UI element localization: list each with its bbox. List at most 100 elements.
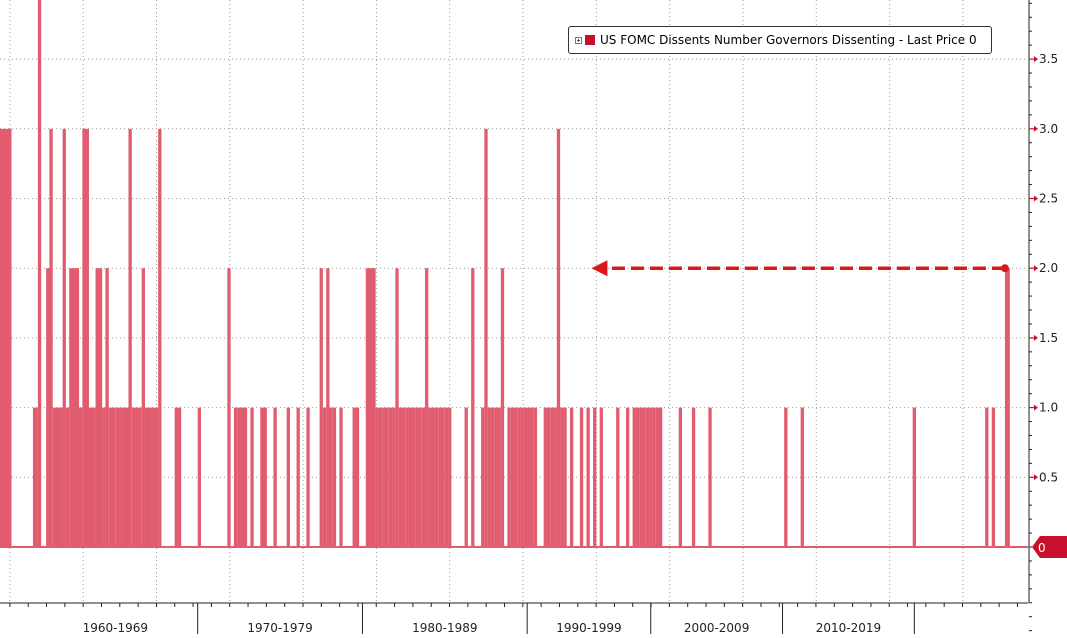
bar [250, 407, 254, 547]
bar [543, 407, 547, 547]
bar [494, 407, 498, 547]
bar [632, 407, 636, 547]
bar [593, 407, 597, 547]
y-tick-arrow [1034, 265, 1038, 272]
bar [635, 407, 640, 547]
bar [75, 407, 83, 547]
bar [484, 128, 488, 548]
annotation-dot [1000, 264, 1009, 273]
bar [52, 407, 63, 547]
last-price-tag [1032, 536, 1067, 558]
bar [616, 407, 620, 547]
bar [131, 407, 142, 547]
bar [658, 407, 663, 547]
bar [260, 407, 267, 547]
bar [464, 407, 468, 547]
bar [375, 407, 383, 547]
bar [174, 407, 182, 547]
bar [382, 407, 386, 547]
bar [438, 407, 445, 547]
bar [550, 407, 554, 547]
bar [649, 407, 653, 547]
bar [115, 407, 122, 547]
bar [82, 128, 89, 548]
bar [428, 407, 435, 547]
bar [62, 128, 66, 548]
bar [784, 407, 788, 547]
bar [37, 0, 42, 547]
bar [398, 407, 402, 547]
y-tick-arrow [1034, 404, 1038, 411]
bar [65, 407, 70, 547]
bar [570, 407, 574, 547]
bar [32, 407, 38, 547]
bar [691, 407, 696, 547]
bar [388, 407, 393, 547]
bar [507, 407, 511, 547]
bar [912, 407, 916, 547]
bar [579, 407, 584, 547]
bar [405, 407, 409, 547]
bar [95, 268, 103, 547]
bar [322, 407, 327, 547]
bar [401, 407, 406, 547]
bar [510, 407, 514, 547]
bar [471, 268, 475, 547]
bar [108, 407, 116, 547]
bar [158, 128, 162, 548]
bar [105, 268, 109, 547]
bar [708, 407, 712, 547]
y-tick-arrow [1034, 474, 1038, 481]
bar [655, 407, 659, 547]
bar [530, 407, 534, 547]
legend[interactable]: US FOMC Dissents Number Governors Dissen… [568, 26, 992, 54]
bar [487, 407, 491, 547]
bar [306, 407, 310, 547]
bar [560, 407, 564, 547]
bar [273, 407, 277, 547]
bar [553, 407, 557, 547]
bar [556, 128, 561, 548]
bar [546, 407, 551, 547]
bar [339, 407, 343, 547]
bar [326, 268, 330, 547]
y-tick-label: 0.5 [1039, 470, 1058, 484]
bar [444, 407, 449, 547]
bar [448, 407, 452, 547]
bar [645, 407, 650, 547]
bar [599, 407, 603, 547]
bar [240, 407, 248, 547]
x-period-label: 2000-2009 [684, 621, 749, 634]
bar [121, 407, 129, 547]
bar [385, 407, 389, 547]
bar [586, 407, 590, 547]
bar [85, 407, 89, 547]
legend-expand-icon[interactable] [575, 36, 582, 44]
x-period-label: 1960-1969 [83, 621, 148, 634]
y-tick-label: 3.0 [1039, 122, 1058, 136]
bar [520, 407, 524, 547]
bar [352, 407, 360, 547]
bar [332, 407, 337, 547]
bar [88, 407, 96, 547]
bar [523, 407, 531, 547]
y-tick-arrow [1034, 56, 1038, 63]
bar [319, 268, 323, 547]
y-tick-label: 2.5 [1039, 192, 1058, 206]
y-tick-arrow [1034, 334, 1038, 341]
bar [395, 268, 399, 547]
bar [800, 407, 804, 547]
bar [418, 407, 422, 547]
bar [490, 407, 495, 547]
x-period-label: 1990-1999 [556, 621, 621, 634]
bar [151, 407, 159, 547]
bar [985, 407, 989, 547]
bar [642, 407, 646, 547]
y-tick-label: 2.0 [1039, 261, 1058, 275]
bar [365, 268, 376, 547]
bar [237, 407, 241, 547]
x-period-label: 1970-1979 [247, 621, 312, 634]
bar [481, 407, 485, 547]
y-tick-label: 3.5 [1039, 52, 1058, 66]
